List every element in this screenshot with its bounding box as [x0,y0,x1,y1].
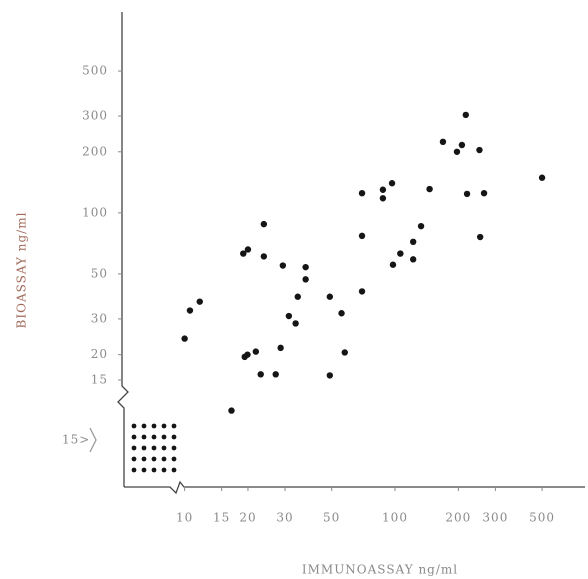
point [463,190,471,198]
point [439,138,447,146]
point [379,186,387,193]
x-tick-label: 200 [445,511,471,525]
point [389,261,397,268]
point [196,298,203,305]
point [358,232,366,240]
point [397,250,404,257]
x-tick-label: 100 [382,511,408,525]
point [326,293,334,300]
point [244,351,251,358]
x-tick-label: 50 [323,511,340,525]
point [302,263,309,271]
point [453,148,461,155]
y-axis [117,12,129,487]
point [476,233,484,241]
y-axis-label: BIOASSAY ng/ml [15,212,29,329]
y-tick-label: 50 [91,266,108,280]
point [476,146,483,154]
point [260,253,268,260]
x-tick-label: 500 [529,511,555,525]
point [358,288,366,295]
y-tick-label: 500 [82,64,108,78]
y-tick-label: 200 [82,144,108,158]
point [285,312,293,320]
x-tick-label: 300 [482,511,508,525]
below-limit-bracket [89,427,97,453]
point [462,111,469,119]
point [302,276,309,283]
point [326,372,334,379]
point [458,141,466,149]
annotation: 15> [62,433,90,447]
y-tick-label: 20 [91,347,108,361]
point [181,335,188,342]
point [292,320,299,327]
point [240,250,247,257]
point [426,185,433,193]
x-tick-label: 20 [239,511,256,525]
point [260,220,268,228]
point [244,246,252,253]
y-tick-label: 30 [91,311,108,325]
x-tick-label: 10 [176,511,193,525]
point [480,189,488,197]
x-tick-label: 15 [213,511,230,525]
point [279,262,287,269]
point [338,310,345,317]
x-axis-label: IMMUNOASSAY ng/ml [302,563,458,577]
point [228,407,235,414]
point [417,222,425,230]
y-tick-label: 100 [82,205,108,219]
point [294,293,301,300]
point [379,195,387,202]
point [358,189,366,197]
point [409,238,417,246]
point [341,349,348,356]
y-tick-label: 300 [82,109,108,123]
point [277,344,284,352]
x-tick-label: 30 [276,511,293,525]
point [272,371,279,378]
point [409,256,417,263]
point [538,174,546,181]
below-limit-dots [131,423,177,473]
point [257,371,264,378]
point [186,307,194,314]
y-tick-label: 15 [91,372,108,386]
point [252,348,260,355]
point [388,180,396,187]
x-axis [124,480,585,495]
